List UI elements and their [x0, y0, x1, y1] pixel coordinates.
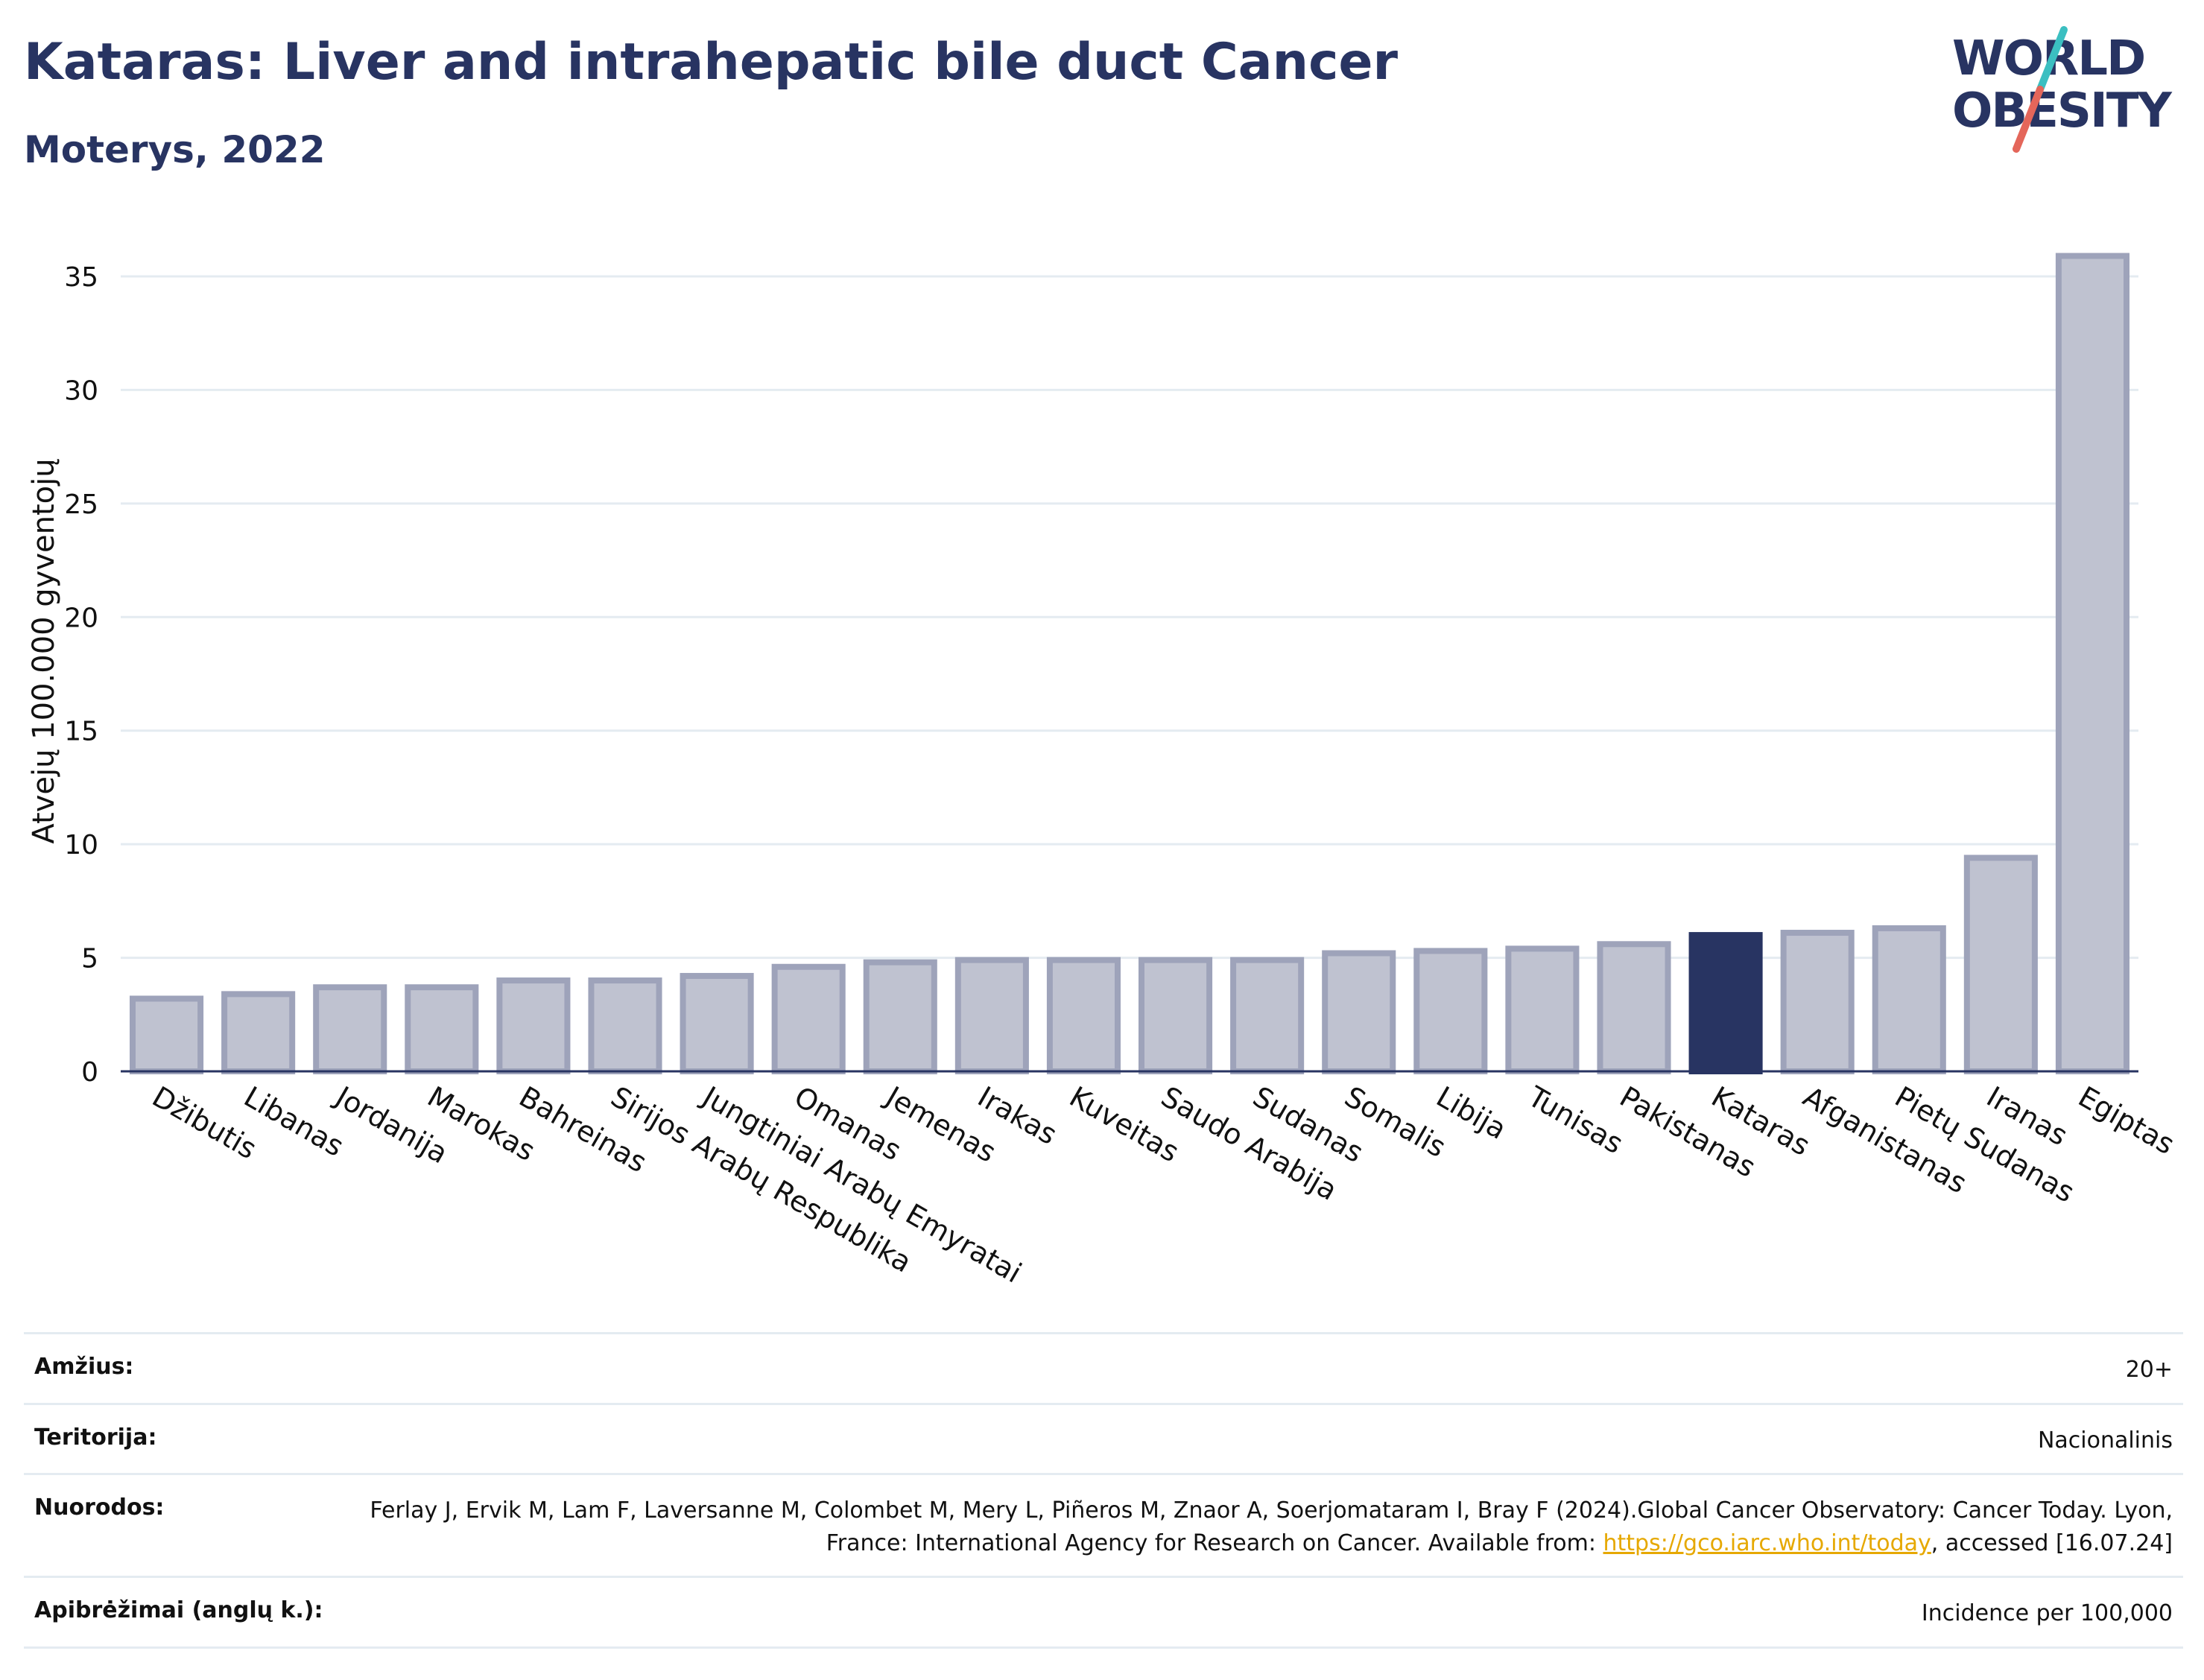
bar-highlighted — [1688, 932, 1763, 1074]
bar — [1139, 957, 1213, 1074]
reference-text: Ferlay J, Ervik M, Lam F, Laversanne M, … — [370, 1497, 2173, 1556]
reference-accessed: , accessed [16.07.24] — [1931, 1530, 2173, 1556]
chart-subtitle: Moterys, 2022 — [24, 128, 326, 171]
bar — [1322, 950, 1396, 1074]
bar — [2055, 253, 2129, 1074]
y-tick-label: 20 — [64, 603, 98, 633]
y-tick-label: 15 — [64, 717, 98, 747]
x-tick-label: Egiptas — [2073, 1080, 2180, 1161]
bar — [221, 991, 296, 1074]
info-label-age: Amžius: — [34, 1354, 134, 1380]
info-label-territory: Teritorija: — [34, 1424, 157, 1451]
bar — [954, 957, 1029, 1074]
bar — [1230, 957, 1305, 1074]
info-value-age: 20+ — [2125, 1357, 2173, 1383]
bar — [1597, 941, 1671, 1074]
bar — [496, 977, 571, 1075]
bars — [130, 253, 2129, 1075]
info-value-references: Ferlay J, Ervik M, Lam F, Laversanne M, … — [310, 1494, 2173, 1559]
info-row-territory: Teritorija: Nacionalinis — [24, 1402, 2183, 1474]
info-label-references: Nuorodos: — [34, 1494, 165, 1521]
logo-slash-top — [2036, 26, 2068, 93]
y-tick-label: 0 — [81, 1057, 98, 1088]
x-tick-label: Tunisas — [1522, 1080, 1629, 1160]
info-table: Amžius: 20+ Teritorija: Nacionalinis Nuo… — [24, 1332, 2183, 1649]
info-label-definitions: Apibrėžimai (anglų k.): — [34, 1597, 323, 1623]
bar — [1413, 948, 1488, 1075]
bar — [313, 984, 387, 1074]
info-value-territory: Nacionalinis — [2037, 1427, 2173, 1454]
bar — [130, 995, 204, 1074]
bar — [1505, 945, 1580, 1074]
y-tick-label: 35 — [64, 262, 98, 293]
x-tick-label: Džibutis — [147, 1080, 262, 1166]
bar — [588, 977, 662, 1075]
grid-lines — [121, 275, 2138, 960]
x-axis-labels: DžibutisLibanasJordanijaMarokasBahreinas… — [147, 1080, 2180, 1290]
y-tick-label: 30 — [64, 375, 98, 406]
bar — [1963, 855, 2038, 1074]
info-row-definitions: Apibrėžimai (anglų k.): Incidence per 10… — [24, 1576, 2183, 1649]
bar — [1872, 925, 1946, 1075]
bar-chart: 0 5 10 15 20 25 30 35 DžibutisLibanasJordanijaM… — [27, 253, 2180, 1290]
bar — [405, 984, 479, 1074]
bar — [863, 959, 937, 1075]
y-axis-label: Atvejų 100.000 gyventojų — [27, 458, 61, 843]
x-tick-label: Libanas — [238, 1080, 349, 1163]
logo-slash-bottom — [2013, 86, 2044, 153]
info-row-references: Nuorodos: Ferlay J, Ervik M, Lam F, Lave… — [24, 1473, 2183, 1576]
y-axis-ticks: 0 5 10 15 20 25 30 35 — [64, 262, 98, 1088]
chart-title: Kataras: Liver and intrahepatic bile duc… — [24, 33, 1399, 92]
world-obesity-logo: WORLD OBESITY — [1952, 26, 2173, 153]
logo-line-2: OBESITY — [1952, 83, 2172, 139]
info-row-age: Amžius: 20+ — [24, 1332, 2183, 1403]
info-value-definitions: Incidence per 100,000 — [1921, 1600, 2173, 1626]
bar — [1046, 957, 1121, 1074]
y-tick-label: 25 — [64, 489, 98, 520]
bar — [1780, 930, 1855, 1075]
y-tick-label: 5 — [81, 944, 98, 974]
bar — [771, 963, 846, 1075]
bar — [680, 972, 754, 1075]
y-tick-label: 10 — [64, 830, 98, 860]
reference-link[interactable]: https://gco.iarc.who.int/today — [1603, 1530, 1931, 1556]
